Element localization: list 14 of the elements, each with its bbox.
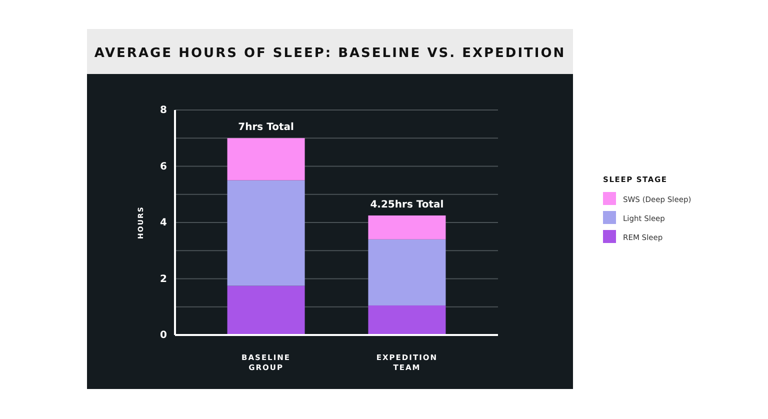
y-tick-label: 2	[160, 274, 168, 285]
total-label: 4.25hrs Total	[370, 199, 444, 210]
y-tick-label: 8	[160, 105, 168, 116]
bar	[368, 305, 446, 335]
total-label: 7hrs Total	[238, 122, 294, 134]
y-tick-label: 0	[160, 330, 168, 342]
chart-title: AVERAGE HOURS OF SLEEP: BASELINE VS. EXPEDITION	[94, 46, 566, 61]
bar	[227, 138, 305, 180]
y-tick-label: 4	[160, 218, 168, 229]
bar	[227, 180, 305, 286]
bar	[227, 286, 305, 335]
bar	[368, 239, 446, 306]
y-tick-label: 6	[160, 161, 168, 172]
bar	[368, 215, 446, 240]
